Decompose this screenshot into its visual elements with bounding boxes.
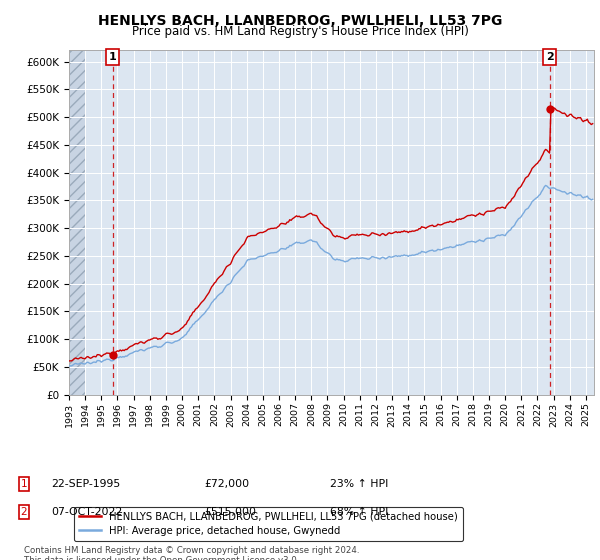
Text: Contains HM Land Registry data © Crown copyright and database right 2024.
This d: Contains HM Land Registry data © Crown c… [24, 546, 359, 560]
Text: 2: 2 [20, 507, 28, 517]
Bar [69, 50, 85, 395]
Text: £515,000: £515,000 [204, 507, 256, 517]
Text: 68% ↑ HPI: 68% ↑ HPI [330, 507, 388, 517]
Text: 1: 1 [20, 479, 28, 489]
Text: Price paid vs. HM Land Registry's House Price Index (HPI): Price paid vs. HM Land Registry's House … [131, 25, 469, 38]
Bar [69, 50, 85, 395]
Text: 23% ↑ HPI: 23% ↑ HPI [330, 479, 388, 489]
Text: 1: 1 [109, 52, 116, 62]
Text: 2: 2 [546, 52, 553, 62]
Legend: HENLLYS BACH, LLANBEDROG, PWLLHELI, LL53 7PG (detached house), HPI: Average pric: HENLLYS BACH, LLANBEDROG, PWLLHELI, LL53… [74, 507, 463, 540]
Text: HENLLYS BACH, LLANBEDROG, PWLLHELI, LL53 7PG: HENLLYS BACH, LLANBEDROG, PWLLHELI, LL53… [98, 14, 502, 28]
Text: 07-OCT-2022: 07-OCT-2022 [51, 507, 122, 517]
Text: 22-SEP-1995: 22-SEP-1995 [51, 479, 120, 489]
Text: £72,000: £72,000 [204, 479, 249, 489]
